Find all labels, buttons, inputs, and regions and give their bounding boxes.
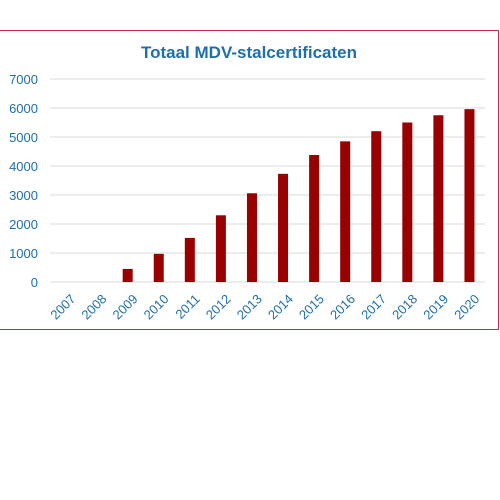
- x-tick-label: 2011: [172, 291, 202, 321]
- bar-2016: [340, 141, 351, 282]
- y-tick-label: 6000: [9, 101, 38, 116]
- y-tick-label: 2000: [9, 217, 38, 232]
- x-tick-label: 2019: [420, 291, 451, 322]
- bar-2011: [184, 237, 195, 282]
- x-tick-label: 2007: [47, 291, 78, 322]
- grid-lines: [50, 78, 485, 283]
- y-axis-ticks: 0 1000 2000 3000 4000 5000 6000 7000: [9, 72, 38, 290]
- y-tick-label: 3000: [9, 188, 38, 203]
- bar-2009: [122, 268, 133, 282]
- x-tick-label: 2009: [110, 291, 141, 322]
- x-tick-label: 2014: [265, 291, 296, 322]
- bar-2010: [153, 253, 164, 282]
- y-tick-label: 0: [31, 275, 38, 290]
- y-tick-label: 7000: [9, 72, 38, 87]
- bar-2017: [371, 131, 382, 282]
- chart-title: Totaal MDV-stalcertificaten: [141, 43, 357, 62]
- x-tick-label: 2013: [234, 291, 265, 322]
- bar-chart: Totaal MDV-stalcertificaten 0 1000 2000 300…: [9, 43, 485, 322]
- x-tick-label: 2008: [78, 291, 109, 322]
- y-tick-label: 5000: [9, 130, 38, 145]
- chart-frame: Totaal MDV-stalcertificaten 0 1000 2000 300…: [0, 30, 499, 330]
- bar-2020: [464, 109, 475, 282]
- y-tick-label: 4000: [9, 159, 38, 174]
- bar-2014: [278, 173, 289, 282]
- x-axis-ticks: 2007 2008 2009 2010 2011 2012 2013 2014 2015 2016…: [47, 291, 482, 322]
- x-tick-label: 2016: [327, 291, 358, 322]
- x-tick-label: 2017: [358, 291, 389, 322]
- bar-2019: [433, 115, 444, 282]
- bars: [122, 109, 475, 282]
- y-tick-label: 1000: [9, 246, 38, 261]
- bar-2013: [246, 193, 257, 282]
- bar-2018: [402, 122, 413, 282]
- x-tick-label: 2018: [389, 291, 420, 322]
- x-tick-label: 2015: [296, 291, 327, 322]
- x-tick-label: 2012: [203, 291, 234, 322]
- bar-2012: [215, 215, 226, 282]
- bar-2015: [309, 154, 320, 282]
- x-tick-label: 2010: [141, 291, 172, 322]
- x-tick-label: 2020: [451, 291, 482, 322]
